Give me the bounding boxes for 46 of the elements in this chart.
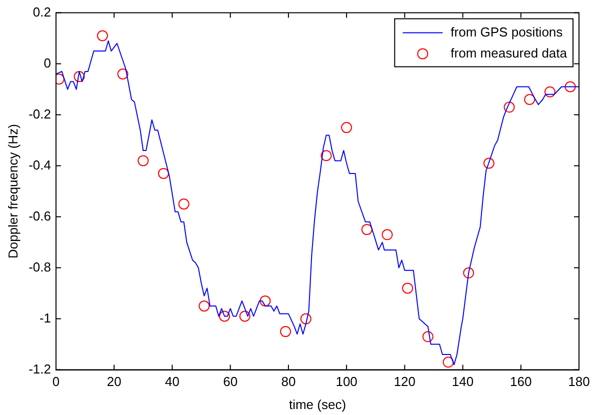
point	[178, 198, 190, 210]
point	[320, 150, 332, 162]
legend-label: from measured data	[450, 45, 568, 60]
point	[463, 267, 474, 278]
point	[138, 155, 149, 166]
point	[96, 30, 108, 42]
y-tick-label: -0.4	[28, 157, 51, 172]
point	[300, 313, 312, 324]
y-tick-label: -1	[39, 310, 51, 326]
point	[422, 331, 434, 342]
x-tick-label: 140	[452, 374, 474, 390]
point	[219, 310, 230, 322]
point	[117, 68, 128, 80]
y-tick-label: -0.8	[28, 259, 51, 274]
point	[382, 229, 393, 240]
point	[402, 282, 414, 294]
point	[483, 158, 494, 169]
y-axis-title: Doppler frequency (Hz)	[5, 124, 20, 258]
point	[198, 300, 210, 312]
legend-label: from GPS positions	[450, 24, 564, 40]
point	[280, 326, 292, 338]
y-tick-label: 0.2	[32, 4, 51, 20]
point	[341, 122, 352, 134]
point	[260, 295, 271, 306]
point	[544, 86, 556, 98]
x-tick-label: 20	[106, 374, 122, 390]
y-tick-label: 0	[44, 55, 51, 70]
point	[158, 168, 170, 179]
x-axis-title: time (sec)	[288, 396, 346, 412]
x-tick-label: 80	[281, 374, 296, 390]
point	[524, 94, 536, 105]
x-tick-label: 180	[568, 374, 590, 390]
point	[239, 310, 250, 322]
y-tick-label: -1.2	[28, 361, 51, 376]
x-tick-label: 120	[394, 374, 416, 390]
x-tick-label: 100	[336, 374, 358, 390]
point	[564, 81, 576, 92]
x-tick-label: 60	[223, 374, 238, 390]
y-tick-label: -0.2	[28, 106, 51, 122]
point	[361, 224, 372, 236]
x-tick-label: 40	[164, 374, 180, 390]
y-tick-label: -0.6	[28, 208, 51, 224]
point	[442, 356, 454, 368]
point	[504, 102, 515, 113]
x-tick-label: 160	[510, 374, 532, 390]
point	[74, 71, 85, 82]
